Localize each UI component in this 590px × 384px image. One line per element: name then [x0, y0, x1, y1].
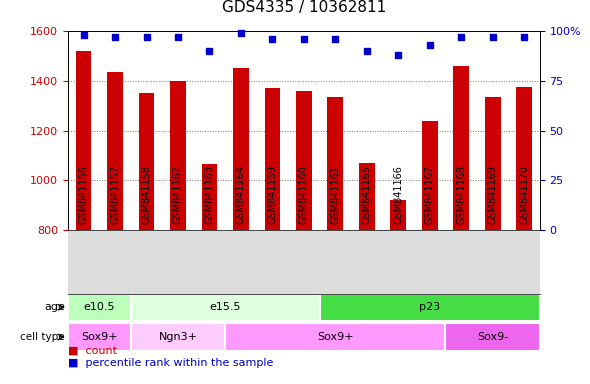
Text: Sox9+: Sox9+	[81, 332, 117, 342]
Bar	[139, 93, 155, 230]
Bar	[264, 88, 280, 230]
Bar	[359, 163, 375, 230]
Bar	[327, 97, 343, 230]
Text: Sox9+: Sox9+	[317, 332, 353, 342]
Bar	[107, 72, 123, 230]
Text: e15.5: e15.5	[209, 302, 241, 312]
Text: p23: p23	[419, 302, 440, 312]
Text: ■  count: ■ count	[68, 346, 117, 356]
Text: Ngn3+: Ngn3+	[159, 332, 198, 342]
Bar	[516, 87, 532, 230]
Text: ■  percentile rank within the sample: ■ percentile rank within the sample	[68, 358, 273, 367]
Text: age: age	[44, 302, 65, 312]
Bar	[131, 294, 320, 321]
Bar	[131, 323, 225, 351]
Bar	[170, 81, 186, 230]
Text: GDS4335 / 10362811: GDS4335 / 10362811	[222, 0, 386, 15]
Bar	[225, 323, 445, 351]
Text: cell type: cell type	[20, 332, 65, 342]
Bar	[422, 121, 438, 230]
Bar	[68, 294, 131, 321]
Bar	[485, 97, 500, 230]
Bar	[320, 294, 540, 321]
Bar	[453, 66, 469, 230]
Bar	[202, 164, 217, 230]
Text: Sox9-: Sox9-	[477, 332, 508, 342]
Text: e10.5: e10.5	[84, 302, 115, 312]
Bar	[296, 91, 312, 230]
Bar	[445, 323, 540, 351]
Bar	[68, 323, 131, 351]
Bar	[76, 51, 91, 230]
Bar	[391, 200, 406, 230]
Bar	[233, 68, 249, 230]
